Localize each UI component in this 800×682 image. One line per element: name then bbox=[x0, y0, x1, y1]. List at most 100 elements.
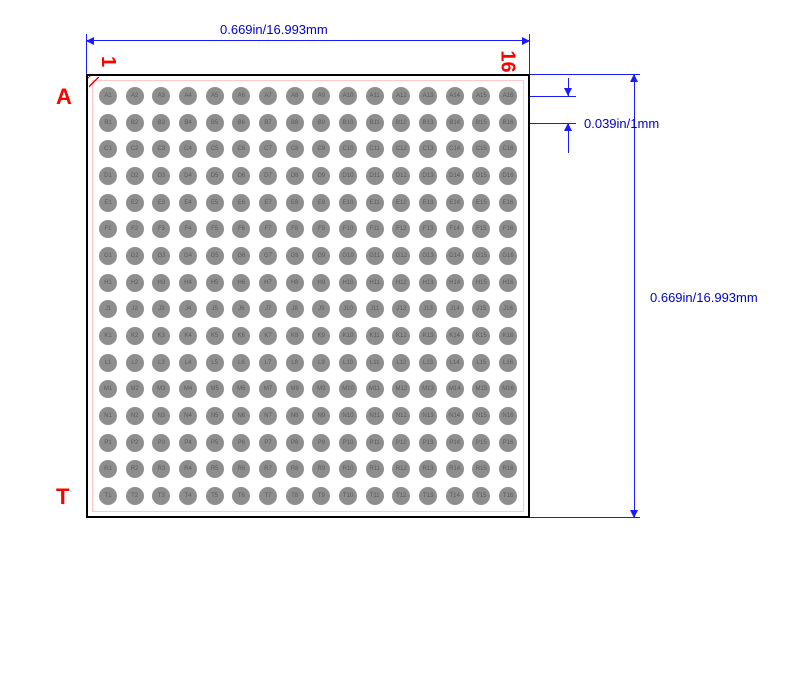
ball-L8: L8 bbox=[286, 354, 304, 372]
ball-D10: D10 bbox=[339, 167, 357, 185]
ball-F5: F5 bbox=[206, 220, 224, 238]
ball-N5: N5 bbox=[206, 407, 224, 425]
ball-E11: E11 bbox=[366, 194, 384, 212]
ball-P1: P1 bbox=[99, 434, 117, 452]
ball-B2: B2 bbox=[126, 114, 144, 132]
ball-R8: R8 bbox=[286, 460, 304, 478]
ball-L3: L3 bbox=[152, 354, 170, 372]
ball-P5: P5 bbox=[206, 434, 224, 452]
ball-K10: K10 bbox=[339, 327, 357, 345]
ball-H14: H14 bbox=[446, 274, 464, 292]
ball-C2: C2 bbox=[126, 140, 144, 158]
ball-H4: H4 bbox=[179, 274, 197, 292]
ball-K11: K11 bbox=[366, 327, 384, 345]
ball-E2: E2 bbox=[126, 194, 144, 212]
ball-A5: A5 bbox=[206, 87, 224, 105]
dim-pitch-arrow-bot bbox=[564, 123, 572, 131]
ball-P6: P6 bbox=[232, 434, 250, 452]
ball-H9: H9 bbox=[312, 274, 330, 292]
row-label-first: A bbox=[56, 84, 72, 110]
ball-F2: F2 bbox=[126, 220, 144, 238]
ball-J11: J11 bbox=[366, 300, 384, 318]
ball-E15: E15 bbox=[472, 194, 490, 212]
ball-D5: D5 bbox=[206, 167, 224, 185]
ball-G2: G2 bbox=[126, 247, 144, 265]
dim-right-arrow-top bbox=[630, 74, 638, 82]
ball-G14: G14 bbox=[446, 247, 464, 265]
ball-P10: P10 bbox=[339, 434, 357, 452]
ball-J14: J14 bbox=[446, 300, 464, 318]
ball-T8: T8 bbox=[286, 487, 304, 505]
dim-top-line bbox=[86, 40, 530, 41]
ball-G1: G1 bbox=[99, 247, 117, 265]
ball-E3: E3 bbox=[152, 194, 170, 212]
ball-P13: P13 bbox=[419, 434, 437, 452]
ball-A2: A2 bbox=[126, 87, 144, 105]
ball-T7: T7 bbox=[259, 487, 277, 505]
ball-N2: N2 bbox=[126, 407, 144, 425]
ball-J8: J8 bbox=[286, 300, 304, 318]
ball-H11: H11 bbox=[366, 274, 384, 292]
ball-C14: C14 bbox=[446, 140, 464, 158]
ball-P12: P12 bbox=[392, 434, 410, 452]
ball-P15: P15 bbox=[472, 434, 490, 452]
ball-C5: C5 bbox=[206, 140, 224, 158]
ball-A16: A16 bbox=[499, 87, 517, 105]
dim-pitch-arrow-top bbox=[564, 88, 572, 96]
ball-B3: B3 bbox=[152, 114, 170, 132]
ball-K1: K1 bbox=[99, 327, 117, 345]
ball-H10: H10 bbox=[339, 274, 357, 292]
ball-B13: B13 bbox=[419, 114, 437, 132]
ball-L6: L6 bbox=[232, 354, 250, 372]
ball-E13: E13 bbox=[419, 194, 437, 212]
ball-A14: A14 bbox=[446, 87, 464, 105]
ball-G13: G13 bbox=[419, 247, 437, 265]
ball-A10: A10 bbox=[339, 87, 357, 105]
dim-right-ext-top bbox=[530, 74, 640, 75]
ball-E12: E12 bbox=[392, 194, 410, 212]
ball-E14: E14 bbox=[446, 194, 464, 212]
ball-B14: B14 bbox=[446, 114, 464, 132]
ball-A4: A4 bbox=[179, 87, 197, 105]
ball-B12: B12 bbox=[392, 114, 410, 132]
ball-B15: B15 bbox=[472, 114, 490, 132]
ball-B4: B4 bbox=[179, 114, 197, 132]
ball-L9: L9 bbox=[312, 354, 330, 372]
ball-K13: K13 bbox=[419, 327, 437, 345]
ball-L4: L4 bbox=[179, 354, 197, 372]
ball-K4: K4 bbox=[179, 327, 197, 345]
ball-D16: D16 bbox=[499, 167, 517, 185]
ball-T13: T13 bbox=[419, 487, 437, 505]
ball-D4: D4 bbox=[179, 167, 197, 185]
ball-B8: B8 bbox=[286, 114, 304, 132]
ball-P2: P2 bbox=[126, 434, 144, 452]
ball-T4: T4 bbox=[179, 487, 197, 505]
ball-E9: E9 bbox=[312, 194, 330, 212]
ball-G11: G11 bbox=[366, 247, 384, 265]
ball-H3: H3 bbox=[152, 274, 170, 292]
ball-E6: E6 bbox=[232, 194, 250, 212]
ball-A1: A1 bbox=[99, 87, 117, 105]
ball-T11: T11 bbox=[366, 487, 384, 505]
dim-pitch-ext-top bbox=[530, 96, 576, 97]
ball-C11: C11 bbox=[366, 140, 384, 158]
ball-K14: K14 bbox=[446, 327, 464, 345]
drawing-canvas: A1A2A3A4A5A6A7A8A9A10A11A12A13A14A15A16B… bbox=[0, 0, 800, 682]
ball-P16: P16 bbox=[499, 434, 517, 452]
ball-N14: N14 bbox=[446, 407, 464, 425]
ball-H15: H15 bbox=[472, 274, 490, 292]
ball-L5: L5 bbox=[206, 354, 224, 372]
ball-L15: L15 bbox=[472, 354, 490, 372]
ball-A11: A11 bbox=[366, 87, 384, 105]
ball-N4: N4 bbox=[179, 407, 197, 425]
ball-T10: T10 bbox=[339, 487, 357, 505]
ball-M14: M14 bbox=[446, 380, 464, 398]
ball-L1: L1 bbox=[99, 354, 117, 372]
ball-F11: F11 bbox=[366, 220, 384, 238]
ball-L11: L11 bbox=[366, 354, 384, 372]
ball-E4: E4 bbox=[179, 194, 197, 212]
dim-right-ext-bot bbox=[530, 517, 640, 518]
ball-D1: D1 bbox=[99, 167, 117, 185]
ball-B6: B6 bbox=[232, 114, 250, 132]
ball-E5: E5 bbox=[206, 194, 224, 212]
